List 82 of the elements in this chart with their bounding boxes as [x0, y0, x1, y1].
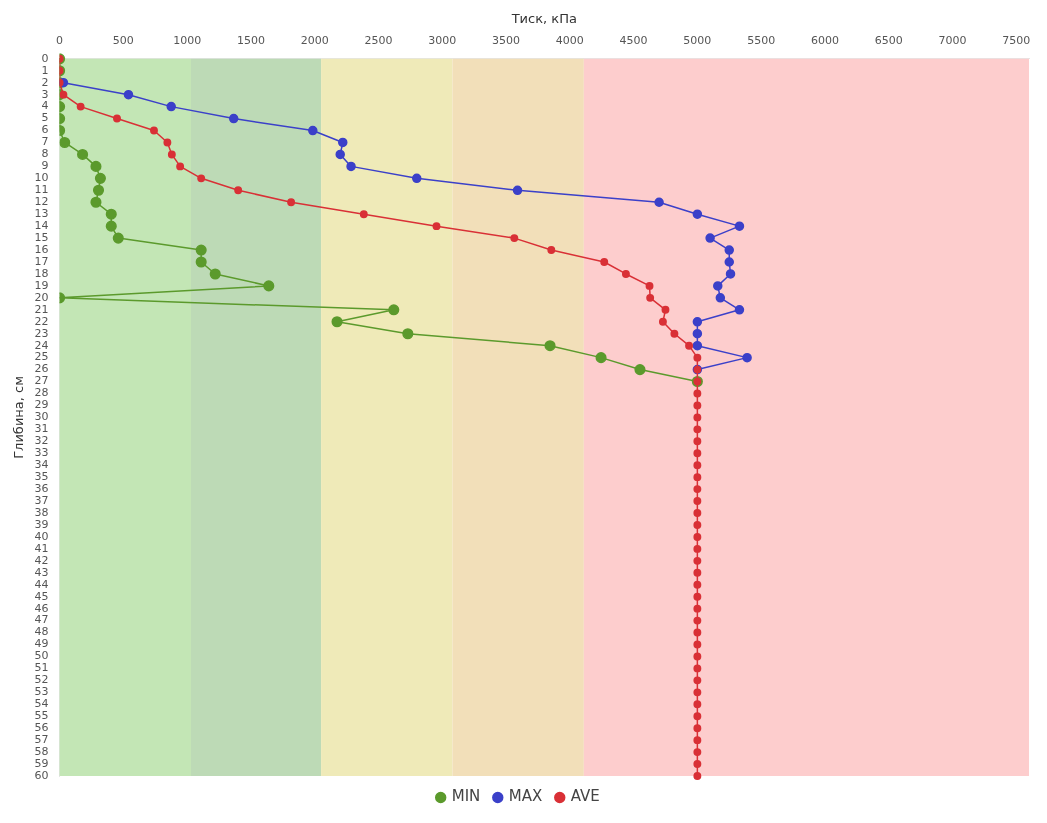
- x-tick-label: 2500: [364, 34, 393, 48]
- y-tick-label: 27: [34, 374, 49, 388]
- y-tick-label: 16: [34, 242, 49, 256]
- y-tick-label: 10: [34, 171, 49, 185]
- y-tick-label: 13: [34, 207, 49, 221]
- y-tick-label: 23: [34, 326, 49, 340]
- x-axis-title: Тиск, кПа: [510, 11, 577, 27]
- y-tick-label: 58: [34, 744, 49, 758]
- y-tick-label: 34: [34, 458, 49, 472]
- y-tick-label: 53: [34, 685, 49, 699]
- y-tick-label: 47: [34, 613, 49, 627]
- y-tick-label: 40: [34, 529, 49, 543]
- y-tick-label: 22: [34, 314, 49, 328]
- y-tick-label: 59: [34, 756, 49, 770]
- y-tick-label: 4: [41, 99, 49, 113]
- y-tick-label: 33: [34, 446, 49, 460]
- y-tick-label: 11: [34, 183, 49, 197]
- x-tick-label: 0: [56, 34, 64, 48]
- y-tick-label: 38: [34, 505, 49, 519]
- y-tick-label: 15: [34, 230, 49, 244]
- y-tick-label: 7: [41, 135, 49, 149]
- y-tick-label: 6: [41, 123, 49, 137]
- y-tick-label: 26: [34, 362, 49, 376]
- y-tick-label: 36: [34, 481, 49, 495]
- y-tick-label: 0: [41, 51, 49, 65]
- y-tick-label: 50: [34, 649, 49, 663]
- y-tick-label: 25: [34, 350, 49, 364]
- y-tick-label: 20: [34, 290, 49, 304]
- y-tick-label: 29: [34, 398, 49, 412]
- y-tick-label: 52: [34, 673, 49, 687]
- x-tick-label: 7000: [938, 34, 967, 48]
- x-tick-label: 1000: [173, 34, 202, 48]
- y-tick-label: 35: [34, 470, 49, 484]
- y-tick-label: 31: [34, 422, 49, 436]
- y-tick-label: 12: [34, 195, 49, 209]
- y-tick-label: 9: [41, 159, 49, 173]
- y-axis-title: Глибина, см: [11, 375, 27, 459]
- y-tick-label: 60: [34, 768, 49, 782]
- y-tick-label: 44: [34, 577, 49, 591]
- y-tick-label: 2: [41, 75, 49, 89]
- legend-label: MIN: [451, 787, 481, 806]
- x-tick-label: 5000: [683, 34, 712, 48]
- y-tick-label: 24: [34, 338, 49, 352]
- x-tick-label: 7500: [1002, 34, 1031, 48]
- y-tick-label: 41: [34, 541, 49, 555]
- y-tick-label: 30: [34, 410, 49, 424]
- y-tick-label: 48: [34, 625, 49, 639]
- y-tick-label: 43: [34, 565, 49, 579]
- y-tick-label: 49: [34, 637, 49, 651]
- y-tick-label: 54: [34, 697, 49, 711]
- y-tick-label: 45: [34, 589, 49, 603]
- x-tick-label: 500: [112, 34, 134, 48]
- y-tick-label: 18: [34, 266, 49, 280]
- y-tick-label: 3: [41, 87, 49, 101]
- y-tick-label: 8: [41, 147, 49, 161]
- y-tick-label: 32: [34, 434, 49, 448]
- y-tick-label: 19: [34, 278, 49, 292]
- x-tick-label: 1500: [236, 34, 265, 48]
- y-tick-label: 42: [34, 553, 49, 567]
- y-tick-label: 1: [41, 63, 49, 77]
- y-tick-label: 5: [41, 111, 49, 125]
- y-tick-label: 56: [34, 721, 49, 735]
- legend-label: MAX: [508, 787, 543, 806]
- x-tick-label: 4000: [555, 34, 584, 48]
- y-tick-label: 55: [34, 709, 49, 723]
- y-tick-label: 46: [34, 601, 49, 615]
- x-tick-label: 3500: [492, 34, 521, 48]
- x-tick-label: 6000: [810, 34, 839, 48]
- x-tick-label: 4500: [619, 34, 648, 48]
- y-tick-label: 17: [34, 254, 49, 268]
- x-tick-label: 2000: [300, 34, 329, 48]
- y-tick-label: 21: [34, 302, 49, 316]
- x-tick-label: 3000: [428, 34, 457, 48]
- legend-label: AVE: [570, 787, 600, 806]
- y-tick-label: 57: [34, 733, 49, 746]
- y-tick-label: 28: [34, 386, 49, 400]
- y-tick-label: 51: [34, 661, 49, 675]
- x-tick-label: 6500: [874, 34, 903, 48]
- y-tick-label: 37: [34, 493, 49, 507]
- y-tick-label: 39: [34, 517, 49, 531]
- y-tick-label: 14: [34, 219, 49, 233]
- x-tick-label: 5500: [747, 34, 776, 48]
